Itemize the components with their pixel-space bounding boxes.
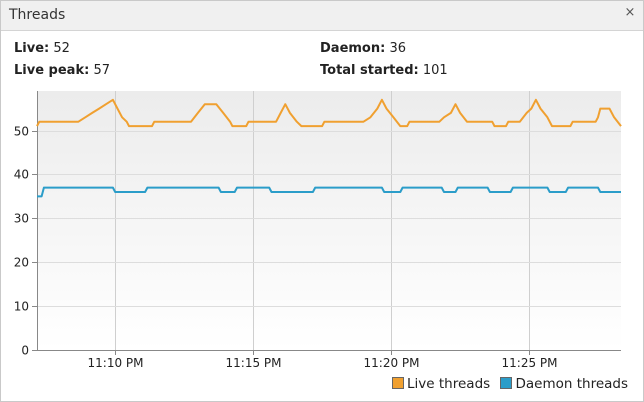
stat-daemon-label: Daemon:	[320, 41, 386, 56]
plot-area	[37, 91, 621, 350]
stat-live-label: Live:	[14, 41, 50, 56]
legend-item-live-threads[interactable]: Live threads	[392, 376, 490, 392]
stat-live-peak-label: Live peak:	[14, 63, 90, 78]
x-tick-label-0: 11:10 PM	[88, 356, 144, 370]
series-line-live-threads	[36, 98, 622, 128]
x-tick-label-2: 11:20 PM	[364, 356, 420, 370]
close-icon[interactable]: ×	[624, 5, 636, 20]
y-tick-label-3: 30	[14, 212, 29, 226]
panel-title: Threads	[9, 7, 66, 23]
legend-swatch-live-threads	[392, 377, 405, 389]
y-tick-label-1: 10	[14, 300, 29, 314]
stat-daemon-value: 36	[389, 41, 406, 56]
stat-live-peak-value: 57	[93, 63, 110, 78]
legend-label-live-threads: Live threads	[407, 376, 491, 392]
legend-label-daemon-threads: Daemon threads	[515, 376, 628, 392]
y-tick-label-0: 0	[21, 344, 29, 358]
legend-item-daemon-threads[interactable]: Daemon threads	[500, 376, 628, 392]
x-tick-label-3: 11:25 PM	[502, 356, 558, 370]
chart-legend: Live threads Daemon threads	[386, 376, 628, 392]
stat-daemon: Daemon: 36	[320, 41, 406, 56]
stat-live: Live: 52	[14, 41, 70, 56]
stat-total-started-label: Total started:	[320, 63, 419, 78]
stat-live-value: 52	[53, 41, 70, 56]
stat-total-started-value: 101	[422, 63, 448, 78]
series-line-daemon-threads	[37, 186, 621, 198]
y-tick-label-4: 40	[14, 168, 29, 182]
stat-live-peak: Live peak: 57	[14, 63, 110, 78]
panel-titlebar: Threads ×	[1, 1, 643, 31]
y-tick-label-5: 50	[14, 125, 29, 139]
y-tick-label-2: 20	[14, 256, 29, 270]
stat-total-started: Total started: 101	[320, 63, 448, 78]
x-tick-label-1: 11:15 PM	[226, 356, 282, 370]
legend-swatch-daemon-threads	[500, 377, 513, 389]
